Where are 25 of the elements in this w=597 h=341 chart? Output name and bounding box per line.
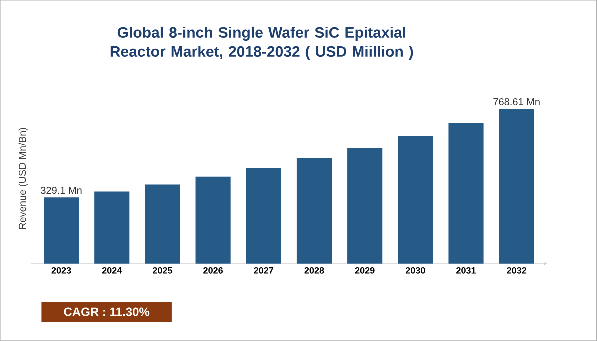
chart-title: Global 8-inch Single Wafer SiC Epitaxial Reactor Market, 2018-2032 ( USD Miillion )	[110, 26, 414, 60]
bar	[246, 168, 282, 264]
bar	[196, 176, 231, 264]
y-axis-title: Revenue (USD Mn/Bn)	[18, 128, 28, 229]
x-tick-label: 2028	[304, 267, 324, 274]
bar	[348, 148, 383, 264]
x-tick-label: 2025	[152, 267, 172, 274]
bar	[398, 136, 434, 264]
data-label: 329.1 Mn	[41, 186, 82, 194]
x-tick-label: 2023	[52, 267, 72, 274]
x-tick-label: 2029	[355, 267, 375, 274]
x-tick-label: 2030	[406, 267, 426, 274]
text: CAGR : 11.30%	[64, 308, 150, 316]
bar	[94, 192, 130, 264]
x-tick-label: 2024	[102, 267, 122, 274]
bar	[145, 184, 180, 264]
bar	[499, 108, 534, 264]
x-tick-label: 2032	[507, 267, 527, 274]
bar	[448, 123, 484, 264]
x-tick-label: 2031	[456, 267, 476, 274]
bar	[296, 158, 332, 264]
x-tick-label: 2026	[204, 267, 223, 274]
data-label: 768.61 Mn	[494, 98, 540, 106]
bar	[44, 197, 80, 264]
x-tick-label: 2027	[254, 267, 274, 274]
